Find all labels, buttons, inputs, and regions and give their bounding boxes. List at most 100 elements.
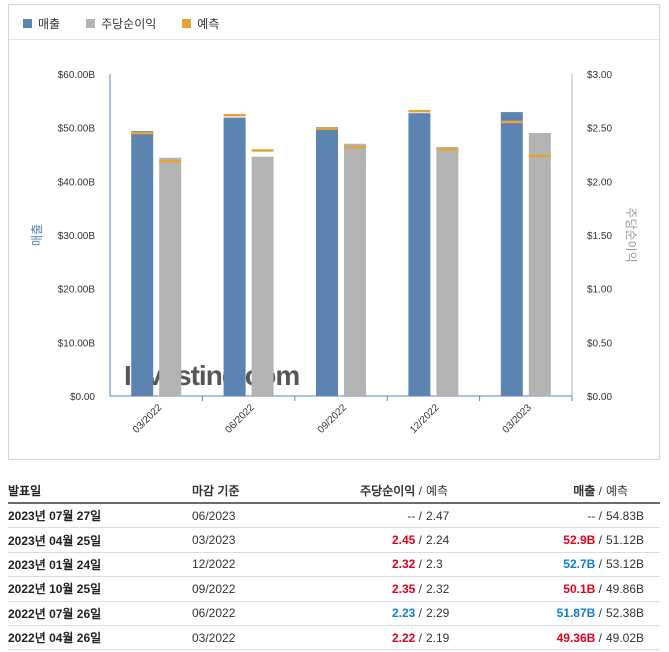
table-header: 발표일 마감 기준 주당순이익 / 예측 매출 / 예측 (8, 478, 660, 504)
eps-forecast-mark (344, 145, 366, 149)
header-revenue-label: 매출 (573, 483, 596, 498)
revenue-bar (500, 112, 523, 396)
earnings-table: 발표일 마감 기준 주당순이익 / 예측 매출 / 예측 2023년 07월 2… (8, 478, 660, 651)
row-eps-forecast: 2.24 (426, 533, 450, 548)
row-date: 2022년 04월 26일 (8, 631, 102, 646)
eps-bar (436, 146, 459, 396)
eps-forecast-mark (251, 149, 274, 152)
row-eps-slash: / (418, 581, 422, 596)
row-revenue: 52.7B / (486, 557, 606, 571)
row-revenue-forecast: 49.02B (606, 630, 645, 645)
row-eps-value: -- (407, 508, 416, 523)
row-eps-slash: / (418, 533, 422, 548)
row-revenue-forecast: 52.38B (606, 606, 645, 621)
row-revenue-slash: / (598, 606, 602, 621)
left-tick-label: $50.00B (58, 124, 96, 135)
revenue-forecast-mark (408, 109, 431, 113)
eps-bar (159, 157, 182, 396)
row-revenue-slash: / (598, 581, 602, 596)
row-eps-forecast: 2.3 (426, 557, 443, 572)
row-eps-value: 2.22 (391, 630, 416, 645)
row-period: 12/2022 (192, 557, 236, 572)
row-eps: 2.22 / (300, 631, 426, 645)
row-eps-forecast: 2.19 (426, 630, 450, 645)
row-revenue-value: 49.36B (556, 630, 596, 645)
left-tick-label: $10.00B (58, 338, 96, 349)
header-revenue-forecast: 예측 (606, 483, 629, 498)
row-revenue-forecast: 51.12B (606, 533, 645, 548)
row-revenue: 51.87B / (486, 606, 606, 620)
right-tick-label: $0.50 (587, 338, 612, 349)
row-eps-value: 2.35 (391, 581, 416, 596)
row-eps-forecast: 2.47 (426, 508, 450, 523)
row-eps-slash: / (418, 606, 422, 621)
eps-forecast-mark (159, 159, 182, 163)
row-date: 2023년 01월 24일 (8, 557, 102, 572)
row-eps: -- / (300, 509, 426, 523)
row-eps-value: 2.45 (391, 533, 416, 548)
table-body: 2023년 07월 27일 06/2023 -- /2.47 -- /54.83B 20… (8, 504, 660, 651)
x-tick-label: 12/2022 (408, 402, 442, 436)
left-tick-label: $60.00B (58, 70, 96, 81)
right-tick-label: $2.00 (587, 177, 612, 188)
right-tick-label: $1.50 (587, 231, 612, 242)
row-eps: 2.45 / (300, 533, 426, 547)
row-eps-forecast: 2.29 (426, 606, 450, 621)
legend-swatch-eps (86, 19, 96, 28)
eps-forecast-mark (436, 148, 459, 151)
eps-bar (528, 133, 551, 397)
legend-swatch-revenue (23, 19, 32, 28)
legend-swatch-forecast (182, 19, 192, 28)
revenue-bar (223, 117, 246, 397)
row-revenue: 50.1B / (486, 582, 606, 596)
row-period: 03/2022 (192, 630, 236, 645)
row-date: 2023년 04월 25일 (8, 533, 102, 548)
row-revenue-slash: / (598, 508, 602, 523)
left-tick-label: $0.00 (70, 392, 95, 403)
revenue-forecast-mark (223, 113, 246, 117)
row-period: 06/2023 (192, 508, 236, 523)
eps-bar (344, 143, 366, 396)
left-tick-label: $30.00B (58, 231, 96, 242)
left-tick-label: $20.00B (58, 285, 96, 296)
legend-label-eps: 주당순이익 (101, 17, 157, 31)
legend-label-forecast: 예측 (197, 17, 220, 31)
row-eps-slash: / (418, 508, 422, 523)
right-tick-label: $1.00 (587, 285, 612, 296)
revenue-forecast-mark (316, 127, 338, 130)
row-eps: 2.35 / (300, 582, 426, 596)
header-eps-label: 주당순이익 (360, 483, 416, 498)
row-revenue-slash: / (598, 557, 602, 572)
row-period: 09/2022 (192, 581, 236, 596)
chart-legend: 매출 주당순이익 예측 (23, 15, 219, 32)
left-tick-label: $40.00B (58, 177, 96, 188)
row-revenue-value: 51.87B (556, 606, 596, 621)
row-revenue-value: 50.1B (563, 581, 596, 596)
row-revenue-forecast: 54.83B (606, 508, 645, 523)
legend-label-revenue: 매출 (38, 17, 61, 31)
table-row: 2023년 07월 27일 06/2023 -- /2.47 -- /54.83B (8, 504, 660, 529)
header-revenue-slash: / (598, 483, 602, 498)
row-date: 2023년 07월 27일 (8, 509, 102, 524)
x-tick-label: 06/2022 (223, 402, 257, 436)
table-row: 2023년 04월 25일 03/2023 2.45 /2.24 52.9B /51.… (8, 528, 660, 553)
row-eps: 2.23 / (300, 606, 426, 620)
legend-item-eps[interactable]: 주당순이익 (86, 15, 156, 32)
x-tick-label: 09/2022 (316, 402, 350, 436)
row-eps-slash: / (418, 557, 422, 572)
table-row: 2022년 10월 25일 09/2022 2.35 /2.32 50.1B /49.… (8, 577, 660, 602)
legend-item-forecast[interactable]: 예측 (182, 15, 219, 32)
revenue-forecast-mark (131, 131, 154, 135)
revenue-bar (131, 131, 154, 397)
row-date: 2022년 10월 25일 (8, 582, 102, 597)
table-row: 2022년 04월 26일 03/2022 2.22 /2.19 49.36B /49… (8, 626, 660, 651)
row-period: 06/2022 (192, 606, 236, 621)
row-period: 03/2023 (192, 533, 236, 548)
eps-forecast-mark (528, 154, 551, 158)
legend-item-revenue[interactable]: 매출 (23, 15, 60, 32)
revenue-bar (408, 113, 431, 396)
row-eps-value: 2.23 (391, 606, 416, 621)
chart-plot: $0.00 $10.00B $20.00B $30.00B $40.00B $50.00B… (30, 70, 638, 436)
header-eps-forecast: 예측 (426, 483, 449, 498)
eps-bar (251, 156, 274, 396)
